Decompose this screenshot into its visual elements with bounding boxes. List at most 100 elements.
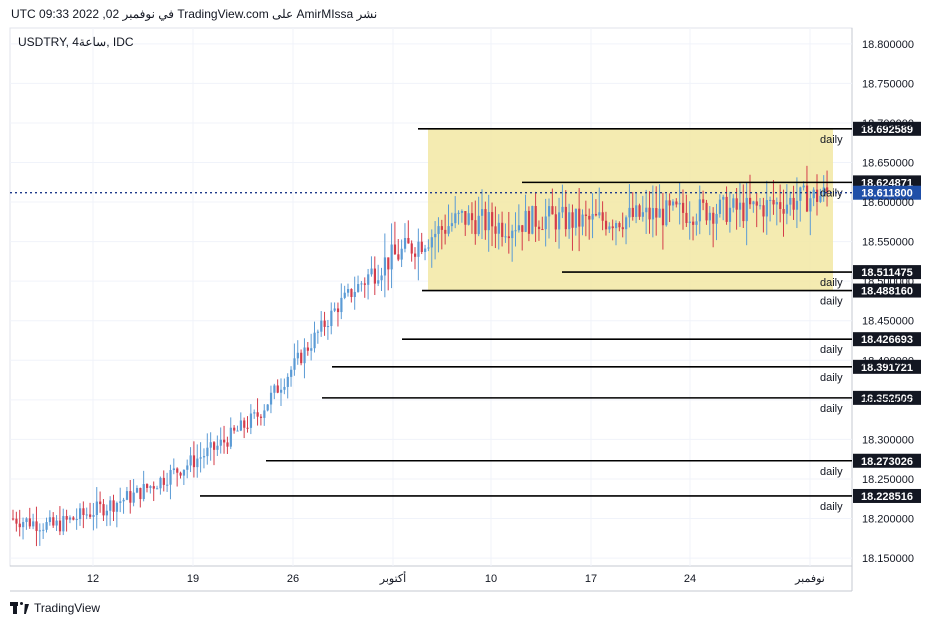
candle [708,206,711,236]
candle-body [239,420,242,431]
time-tick-label: 26 [287,573,299,585]
candle [628,184,631,228]
candle-body [403,237,407,249]
candle [457,210,460,225]
candle-body [65,516,68,520]
candle [373,256,376,296]
candle-body [213,442,216,450]
candle [819,188,822,204]
candle-body [762,205,765,217]
candle [246,416,249,433]
candle-body [424,248,427,253]
candle-body [581,214,584,227]
candle-body [655,208,658,218]
candle-body [789,197,792,205]
candle [795,177,799,229]
candle-body [725,196,728,222]
candle [62,508,65,536]
candle-body [122,499,125,502]
price-axis: 18.800000 18.750000 18.700000 18.650000 18.6… [862,39,914,565]
candle [119,487,122,513]
candle-body [35,521,38,531]
candle-body [534,205,537,227]
candle [578,188,581,252]
candle [316,329,320,344]
candle [347,283,350,297]
candle-body [521,225,524,232]
candle [38,523,41,546]
candle-body [139,487,142,500]
level-18.273026: daily 18.273026 [266,453,921,478]
candle [414,247,417,270]
candle [199,442,202,473]
candle-body [286,376,289,387]
candle [765,180,768,235]
candle-body [22,522,25,528]
candle-body [571,212,574,228]
candle-body [92,515,95,517]
candle-body [350,289,353,298]
time-tick-label: 17 [585,573,597,585]
candle-body [487,212,490,231]
candle-body [494,226,497,234]
candle [685,194,688,227]
candle-body [219,439,222,446]
candle [481,189,484,239]
candle-body [115,502,119,512]
candle-body [400,248,403,260]
candle [779,184,782,223]
candle-body [102,504,105,516]
candle-body [169,470,172,485]
candle-body [273,385,276,393]
time-tick-label: 24 [684,573,696,585]
candle-body [146,484,149,488]
candle-body [645,207,648,213]
candle-body [162,477,165,485]
candle [387,257,390,291]
price-tick-label: 18.350000 [862,395,914,407]
candle [645,189,648,234]
candle [615,220,618,246]
candle [517,204,521,233]
candle [229,417,232,450]
candle [420,232,423,255]
candle-body [715,213,718,224]
price-tick-label: 18.550000 [862,237,914,249]
candle [336,302,340,327]
candle-body [152,486,155,489]
candle-body [186,465,189,470]
candle-body [594,213,598,216]
candle [253,409,256,419]
candle [156,485,159,490]
candle [186,459,189,479]
candle [132,478,135,507]
candle-body [517,225,521,231]
candle [102,499,105,521]
candle-body [558,212,561,230]
candle [511,224,514,262]
candle-body [588,215,591,220]
candle [792,185,795,220]
candle [390,223,393,289]
candle [202,448,206,469]
time-tick-label: 12 [87,573,99,585]
candle [306,341,309,356]
candle [541,216,544,231]
candle [333,302,336,313]
candle [715,203,718,241]
candle-body [142,484,145,500]
candle-body [85,514,88,516]
candle [216,435,219,456]
price-tick-label: 18.650000 [862,158,914,170]
candle-body [125,491,129,500]
candle [350,288,353,303]
tradingview-brand[interactable]: TradingView [10,601,100,615]
candle [259,414,263,426]
candle-body [601,212,604,221]
candle-body [752,201,755,205]
candle [494,206,497,249]
candle-body [769,199,772,201]
candle-body [38,530,41,532]
candle-body [501,222,504,237]
